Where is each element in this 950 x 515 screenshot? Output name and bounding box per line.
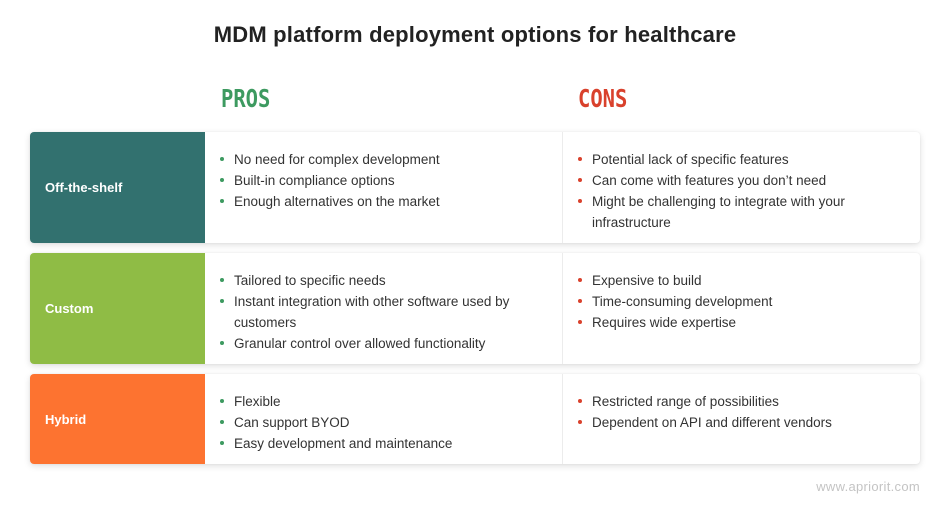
- pros-item: Enough alternatives on the market: [219, 191, 562, 212]
- bullet-dot-icon: [578, 299, 582, 303]
- pros-list: Flexible Can support BYOD Easy developme…: [219, 391, 562, 454]
- pros-item: Flexible: [219, 391, 562, 412]
- row-label-custom: Custom: [30, 253, 205, 364]
- pros-item: Built-in compliance options: [219, 170, 562, 191]
- pros-item: Instant integration with other software …: [219, 291, 562, 333]
- cons-cell: Potential lack of specific features Can …: [563, 132, 920, 243]
- bullet-dot-icon: [220, 399, 224, 403]
- bullet-dot-icon: [578, 399, 582, 403]
- cons-column-header: CONS: [578, 84, 628, 113]
- cons-item: Restricted range of possibilities: [577, 391, 882, 412]
- cons-item-text: Dependent on API and different vendors: [592, 415, 832, 430]
- bullet-dot-icon: [220, 341, 224, 345]
- cons-item-text: Restricted range of possibilities: [592, 394, 779, 409]
- cons-list: Potential lack of specific features Can …: [577, 149, 882, 233]
- pros-item-text: Tailored to specific needs: [234, 273, 386, 288]
- cons-item: Time-consuming development: [577, 291, 882, 312]
- pros-item: Granular control over allowed functional…: [219, 333, 562, 354]
- row-label-hybrid: Hybrid: [30, 374, 205, 464]
- cons-item-text: Potential lack of specific features: [592, 152, 789, 167]
- pros-item-text: No need for complex development: [234, 152, 440, 167]
- pros-cell: No need for complex development Built-in…: [205, 132, 563, 243]
- pros-list: Tailored to specific needs Instant integ…: [219, 270, 562, 354]
- cons-item: Expensive to build: [577, 270, 882, 291]
- bullet-dot-icon: [578, 178, 582, 182]
- cons-item-text: Requires wide expertise: [592, 315, 737, 330]
- cons-item-text: Expensive to build: [592, 273, 702, 288]
- pros-item-text: Enough alternatives on the market: [234, 194, 440, 209]
- bullet-dot-icon: [220, 441, 224, 445]
- bullet-dot-icon: [220, 278, 224, 282]
- pros-item-text: Easy development and maintenance: [234, 436, 453, 451]
- pros-item-text: Built-in compliance options: [234, 173, 395, 188]
- page-title: MDM platform deployment options for heal…: [213, 22, 737, 47]
- cons-cell: Restricted range of possibilities Depend…: [563, 374, 920, 464]
- cons-item: Might be challenging to integrate with y…: [577, 191, 882, 233]
- pros-item: No need for complex development: [219, 149, 562, 170]
- pros-item-text: Can support BYOD: [234, 415, 350, 430]
- cons-item-text: Can come with features you don’t need: [592, 173, 827, 188]
- pros-item-text: Instant integration with other software …: [234, 294, 510, 330]
- bullet-dot-icon: [578, 420, 582, 424]
- row-off-the-shelf: Off-the-shelf No need for complex develo…: [30, 132, 920, 243]
- bullet-dot-icon: [578, 320, 582, 324]
- pros-cell: Tailored to specific needs Instant integ…: [205, 253, 563, 364]
- bullet-dot-icon: [578, 278, 582, 282]
- bullet-dot-icon: [220, 420, 224, 424]
- bullet-dot-icon: [220, 178, 224, 182]
- cons-item-text: Time-consuming development: [592, 294, 773, 309]
- pros-item: Can support BYOD: [219, 412, 562, 433]
- row-label-off-the-shelf: Off-the-shelf: [30, 132, 205, 243]
- cons-item: Potential lack of specific features: [577, 149, 882, 170]
- cons-item-text: Might be challenging to integrate with y…: [592, 194, 845, 230]
- bullet-dot-icon: [578, 157, 582, 161]
- pros-list: No need for complex development Built-in…: [219, 149, 562, 212]
- cons-item: Can come with features you don’t need: [577, 170, 882, 191]
- row-custom: Custom Tailored to specific needs Instan…: [30, 253, 920, 364]
- cons-list: Expensive to build Time-consuming develo…: [577, 270, 882, 333]
- cons-item: Dependent on API and different vendors: [577, 412, 882, 433]
- cons-item: Requires wide expertise: [577, 312, 882, 333]
- bullet-dot-icon: [220, 299, 224, 303]
- bullet-dot-icon: [220, 199, 224, 203]
- cons-list: Restricted range of possibilities Depend…: [577, 391, 882, 433]
- cons-cell: Expensive to build Time-consuming develo…: [563, 253, 920, 364]
- pros-item: Tailored to specific needs: [219, 270, 562, 291]
- row-hybrid: Hybrid Flexible Can support BYOD Easy de…: [30, 374, 920, 464]
- pros-column-header: PROS: [221, 84, 271, 113]
- bullet-dot-icon: [220, 157, 224, 161]
- pros-item: Easy development and maintenance: [219, 433, 562, 454]
- watermark: www.apriorit.com: [816, 479, 920, 494]
- pros-item-text: Granular control over allowed functional…: [234, 336, 486, 351]
- bullet-dot-icon: [578, 199, 582, 203]
- pros-cell: Flexible Can support BYOD Easy developme…: [205, 374, 563, 464]
- pros-item-text: Flexible: [234, 394, 281, 409]
